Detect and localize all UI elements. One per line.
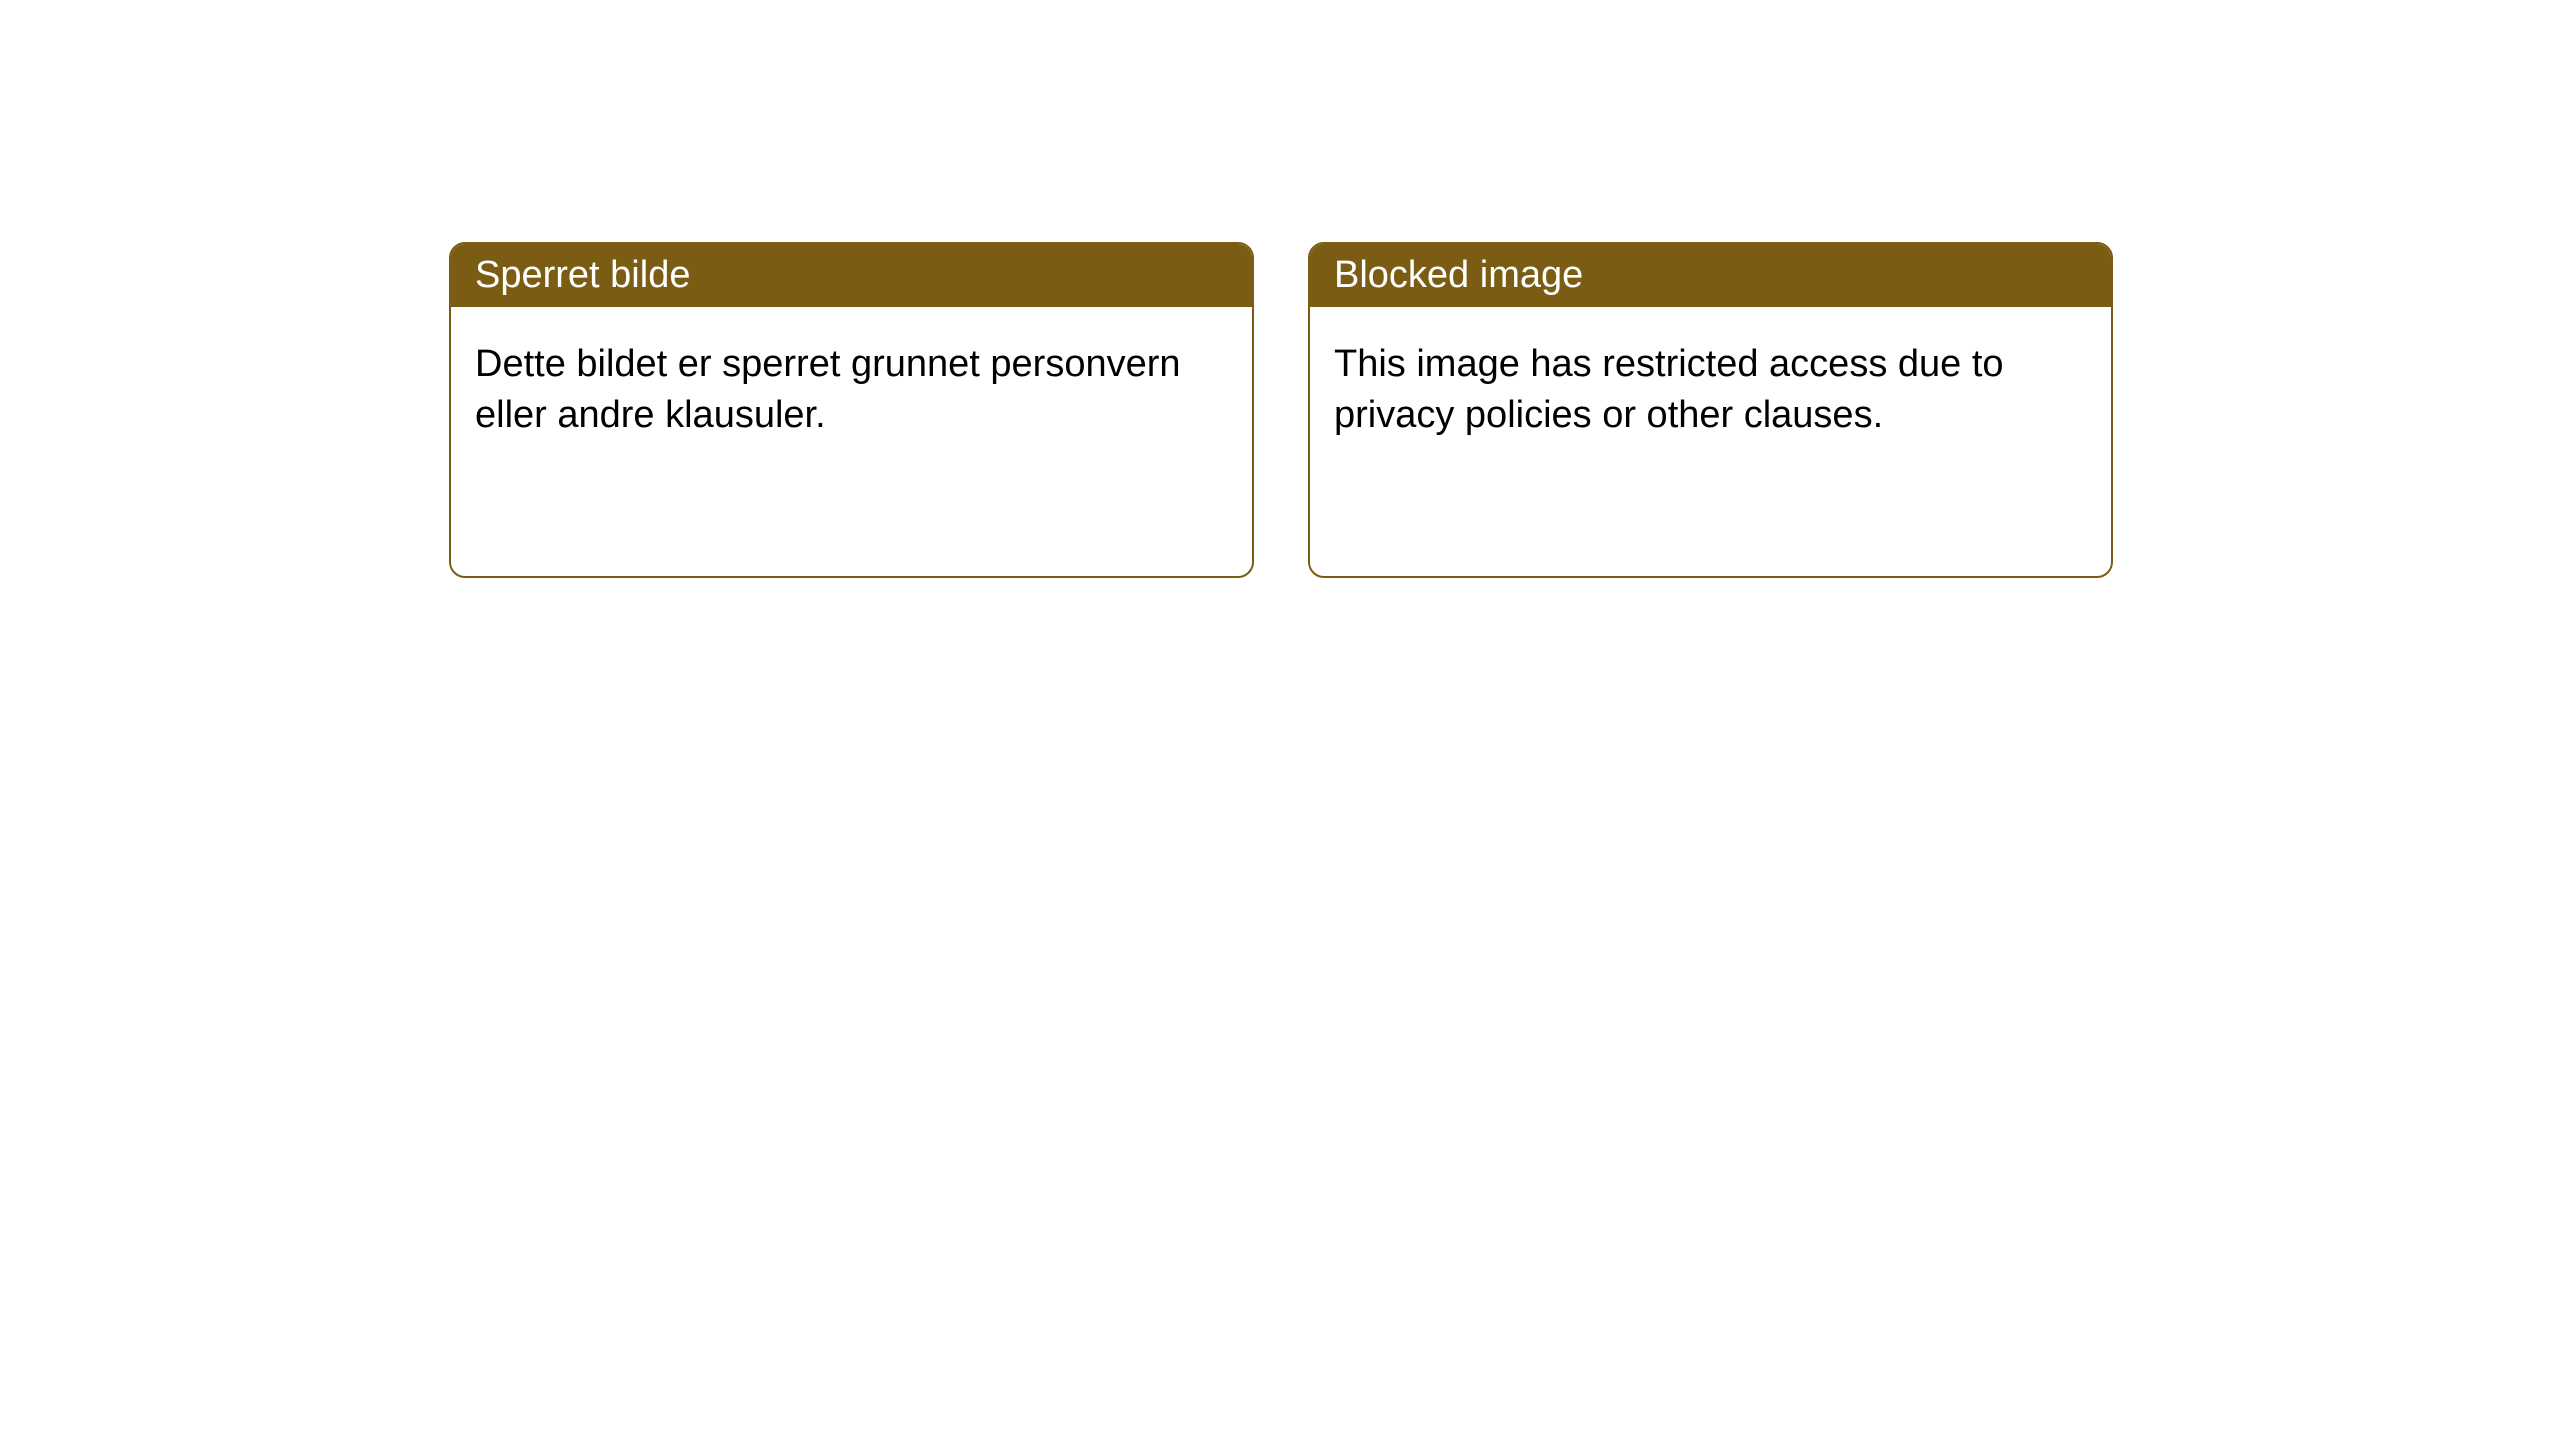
card-title: Blocked image: [1310, 244, 2111, 307]
card-body: This image has restricted access due to …: [1310, 307, 2111, 474]
notice-card-english: Blocked image This image has restricted …: [1308, 242, 2113, 578]
notice-cards-container: Sperret bilde Dette bildet er sperret gr…: [449, 242, 2113, 578]
notice-card-norwegian: Sperret bilde Dette bildet er sperret gr…: [449, 242, 1254, 578]
card-title: Sperret bilde: [451, 244, 1252, 307]
card-body: Dette bildet er sperret grunnet personve…: [451, 307, 1252, 474]
